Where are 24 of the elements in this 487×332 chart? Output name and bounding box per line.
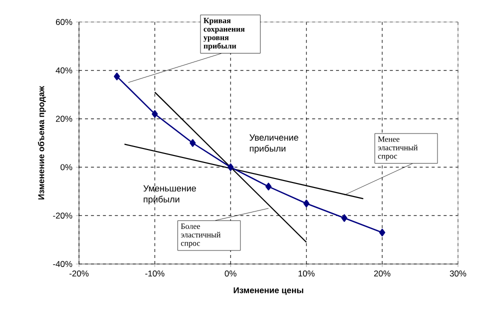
y-tick-label: 40%	[56, 67, 72, 74]
y-tick-label: -20%	[53, 212, 72, 219]
point	[265, 182, 272, 190]
point	[228, 163, 234, 172]
point	[341, 214, 348, 222]
y-tick-label: -40%	[53, 261, 72, 267]
point	[152, 110, 158, 118]
x-tick-label: 30%	[450, 270, 466, 276]
x-tick-label: 10%	[298, 270, 315, 276]
x-tick-label: -20%	[69, 270, 89, 276]
annotation: Уменьшение прибыли	[143, 185, 196, 204]
y-tick-label: 0%	[60, 164, 72, 170]
y-tick-label: 60%	[56, 19, 72, 25]
y-axis-title: Изменение объема продаж	[38, 86, 46, 200]
x-axis-title: Изменение цены	[234, 287, 304, 295]
x-tick-label: -10%	[145, 270, 164, 276]
point	[303, 200, 310, 208]
x-tick-label: 20%	[374, 270, 390, 276]
point	[379, 228, 386, 236]
annotation: Увеличение прибыли	[250, 134, 298, 154]
point	[190, 139, 196, 147]
y-tick-label: 20%	[56, 116, 72, 122]
x-tick-label: 0%	[224, 270, 236, 276]
point	[114, 72, 120, 80]
